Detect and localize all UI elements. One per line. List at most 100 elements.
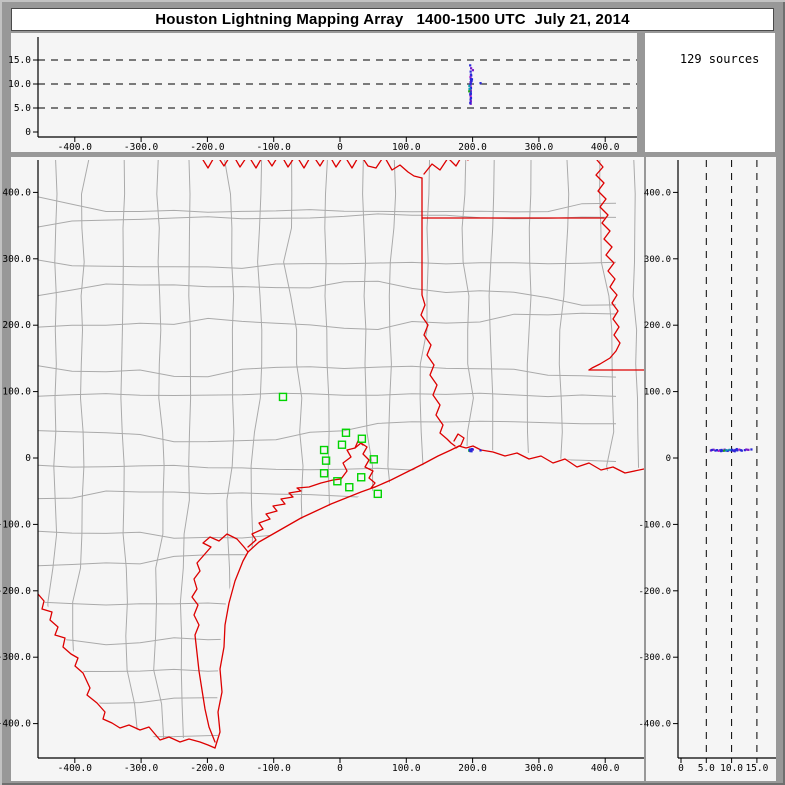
title-bar: Houston Lightning Mapping Array 1400-150… xyxy=(11,8,774,31)
galveston-bay-outline xyxy=(340,442,376,489)
source-point xyxy=(469,101,472,104)
source-point xyxy=(720,448,723,452)
county-line xyxy=(38,196,617,213)
tick-label: 0 xyxy=(337,763,343,774)
axes xyxy=(37,37,776,759)
county-line xyxy=(120,160,139,739)
source-point xyxy=(750,448,753,451)
county-line xyxy=(38,259,617,269)
tick-label: 200.0 xyxy=(644,321,671,331)
source-point xyxy=(470,74,473,77)
sources-count-box: 129 sources xyxy=(645,33,775,152)
source-point xyxy=(479,82,482,85)
tick-label: 100.0 xyxy=(2,387,31,398)
tick-label: 400.0 xyxy=(644,188,671,198)
tick-label: 300.0 xyxy=(525,142,554,153)
altitude-gridlines xyxy=(38,59,758,758)
source-point xyxy=(471,69,474,72)
tick-label: 400.0 xyxy=(2,187,31,198)
tick-label: -300.0 xyxy=(124,763,159,774)
source-point xyxy=(714,449,717,452)
lma-station-markers xyxy=(278,392,382,499)
source-point xyxy=(469,64,472,67)
lma-station-marker xyxy=(345,483,354,492)
tick-label: -100.0 xyxy=(257,142,292,153)
tick-label: -100.0 xyxy=(638,520,671,530)
lma-station-marker xyxy=(357,434,367,443)
county-line xyxy=(38,365,617,378)
tick-label: 10.0 xyxy=(720,763,743,774)
state-borders-coastline xyxy=(38,160,644,749)
tick-label: 200.0 xyxy=(458,763,487,774)
lma-station-marker xyxy=(341,428,351,437)
source-point xyxy=(469,98,472,101)
source-point xyxy=(736,449,739,452)
tick-label: 100.0 xyxy=(392,763,421,774)
tick-label: -400.0 xyxy=(0,719,31,730)
source-point xyxy=(469,77,472,80)
sources-ns-vs-alt xyxy=(709,447,753,453)
tick-marks-and-labels: -400.0 -400.0 -300.0 -300.0 -200.0 -200.0 -100… xyxy=(0,55,769,774)
tick-label: -400.0 xyxy=(638,720,671,730)
source-point xyxy=(743,449,746,452)
tick-label: 0 xyxy=(666,454,671,464)
source-point xyxy=(738,448,741,451)
source-point xyxy=(470,80,473,83)
source-point xyxy=(733,450,736,453)
source-point xyxy=(468,87,471,90)
tick-label: 300.0 xyxy=(525,763,554,774)
lma-station-marker xyxy=(337,440,347,449)
page-title: Houston Lightning Mapping Array 1400-150… xyxy=(155,11,630,28)
tick-label: 15.0 xyxy=(745,763,768,774)
source-point xyxy=(468,84,471,88)
tick-label: 0 xyxy=(337,142,343,153)
tick-label: 10.0 xyxy=(8,79,31,90)
tick-label: 5.0 xyxy=(14,103,31,114)
matagorda-bays-shore xyxy=(247,478,342,548)
tick-label: -400.0 xyxy=(58,142,93,153)
source-point xyxy=(479,449,482,452)
county-line xyxy=(38,420,617,443)
source-point xyxy=(469,75,472,78)
source-point xyxy=(469,100,472,103)
lma-station-marker xyxy=(357,473,366,482)
source-point xyxy=(719,450,723,453)
lma-station-marker xyxy=(369,455,379,464)
source-point xyxy=(470,67,473,70)
source-point xyxy=(469,93,472,96)
mississippi-river xyxy=(588,160,621,371)
tick-label: -300.0 xyxy=(124,142,159,153)
tick-label: 0 xyxy=(678,763,684,774)
tick-label: 400.0 xyxy=(591,763,620,774)
county-line xyxy=(38,312,617,331)
tick-label: 15.0 xyxy=(8,55,31,66)
map-panel-bg xyxy=(11,157,644,781)
lma-station-marker xyxy=(373,489,382,499)
tick-label: -100.0 xyxy=(0,519,31,530)
source-point xyxy=(470,447,474,451)
source-point xyxy=(469,82,472,85)
source-point xyxy=(710,448,714,452)
county-line xyxy=(179,160,192,739)
tick-label: -200.0 xyxy=(190,763,225,774)
source-point xyxy=(747,448,750,451)
sources-plan-view xyxy=(468,447,482,453)
tick-label: 300.0 xyxy=(2,254,31,265)
county-line xyxy=(38,280,617,306)
red-river-border xyxy=(202,160,423,179)
laguna-madre-shore xyxy=(191,533,249,743)
lma-station-marker xyxy=(278,392,288,402)
source-point xyxy=(745,448,748,451)
rio-grande-river xyxy=(38,593,216,749)
source-point xyxy=(725,449,728,452)
tick-label: -200.0 xyxy=(638,587,671,597)
source-point xyxy=(469,85,472,88)
tick-label: 200.0 xyxy=(458,142,487,153)
tick-label: 400.0 xyxy=(591,142,620,153)
source-point xyxy=(731,449,734,452)
source-point xyxy=(739,449,742,452)
tick-label: 5.0 xyxy=(698,763,715,774)
red-river-arkansas xyxy=(423,160,469,175)
